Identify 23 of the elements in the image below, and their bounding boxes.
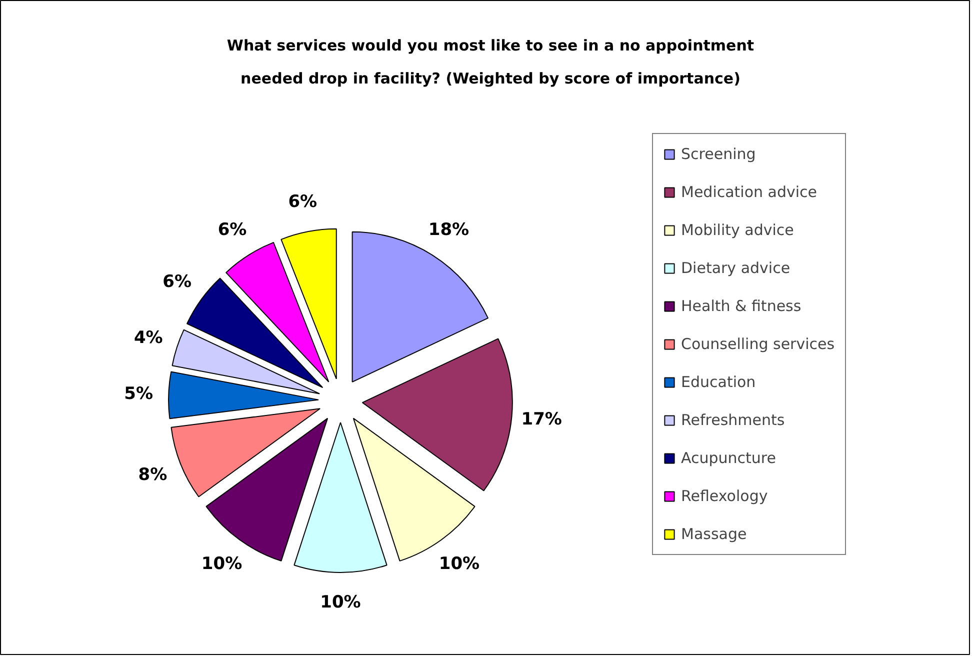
legend-label: Screening	[681, 144, 756, 164]
data-label: 8%	[138, 464, 168, 485]
legend-label: Reflexology	[681, 486, 768, 506]
data-label: 17%	[521, 410, 562, 430]
legend-label: Counselling services	[681, 334, 835, 354]
legend-label: Health & fitness	[681, 296, 802, 316]
legend-label: Education	[681, 372, 756, 392]
legend-label: Mobility advice	[681, 220, 794, 240]
data-label: 6%	[162, 272, 192, 292]
data-label: 6%	[288, 192, 318, 212]
legend-label: Dietary advice	[681, 258, 790, 278]
legend-label: Massage	[681, 524, 747, 544]
data-label: 6%	[218, 220, 247, 240]
chart-title: What services would you most like to see in a no appointment needed drop in facility? (Weighted by score of importance)	[226, 36, 754, 88]
data-label: 10%	[438, 554, 480, 574]
legend-label: Medication advice	[681, 182, 818, 202]
legend-label: Acupuncture	[681, 448, 776, 468]
data-label: 10%	[201, 554, 242, 574]
data-label: 10%	[320, 592, 361, 612]
data-label: 4%	[134, 328, 163, 348]
data-label: 5%	[124, 384, 154, 404]
data-label: 18%	[428, 220, 470, 240]
legend-label: Refreshments	[681, 410, 785, 430]
